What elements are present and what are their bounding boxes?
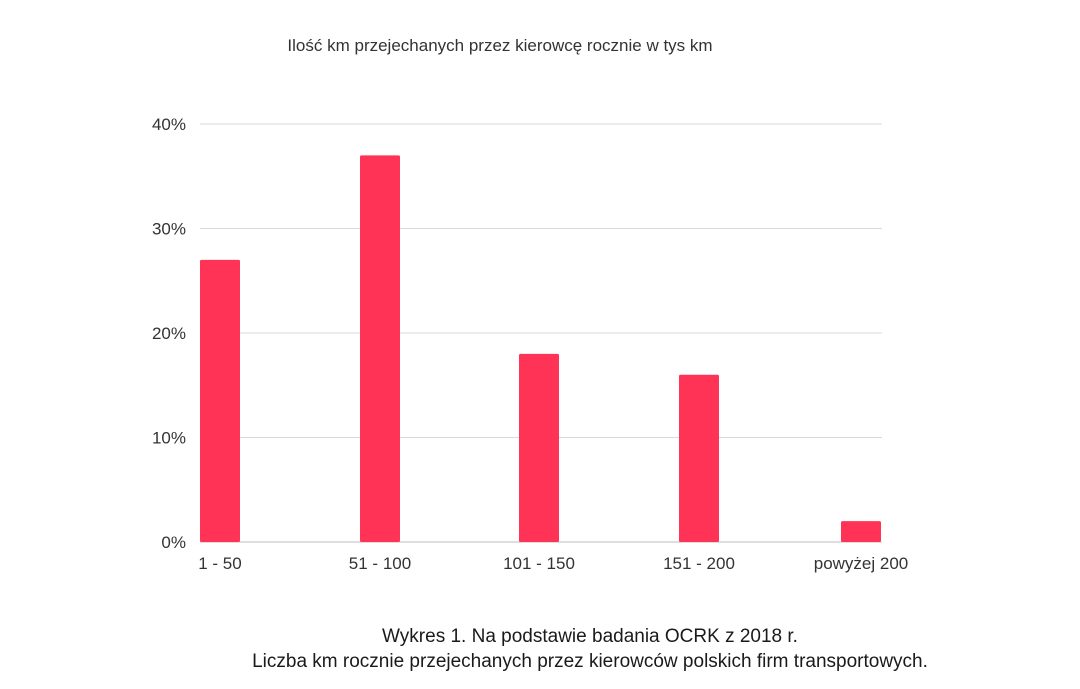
x-tick-label: 101 - 150 [503, 554, 575, 573]
x-tick-label: powyżej 200 [814, 554, 909, 573]
bars [200, 155, 881, 542]
x-tick-label: 51 - 100 [349, 554, 411, 573]
bar [519, 353, 559, 542]
y-tick-label: 30% [152, 220, 186, 239]
bar [679, 374, 719, 542]
x-axis-tick-labels: 1 - 50 51 - 100 101 - 150 151 - 200 powyżej … [198, 554, 908, 573]
figure-caption-line-1: Wykres 1. Na podstawie badania OCRK z 20… [382, 626, 798, 647]
y-tick-label: 10% [152, 429, 186, 448]
x-tick-label: 151 - 200 [663, 554, 735, 573]
bar [200, 259, 240, 542]
y-tick-label: 0% [161, 533, 186, 552]
bar-chart: 0% 10% 20% 30% 40% 1 - 50 51 - 100 101 - 150 15… [152, 115, 908, 573]
x-tick-label: 1 - 50 [198, 554, 241, 573]
bar [360, 155, 400, 542]
figure-caption-line-2: Liczba km rocznie przejechanych przez ki… [252, 651, 928, 672]
y-tick-label: 40% [152, 115, 186, 134]
bar [841, 521, 881, 542]
y-tick-label: 20% [152, 324, 186, 343]
y-axis-tick-labels: 0% 10% 20% 30% 40% [152, 115, 186, 552]
chart-title: Ilość km przejechanych przez kierowcę ro… [287, 36, 713, 55]
